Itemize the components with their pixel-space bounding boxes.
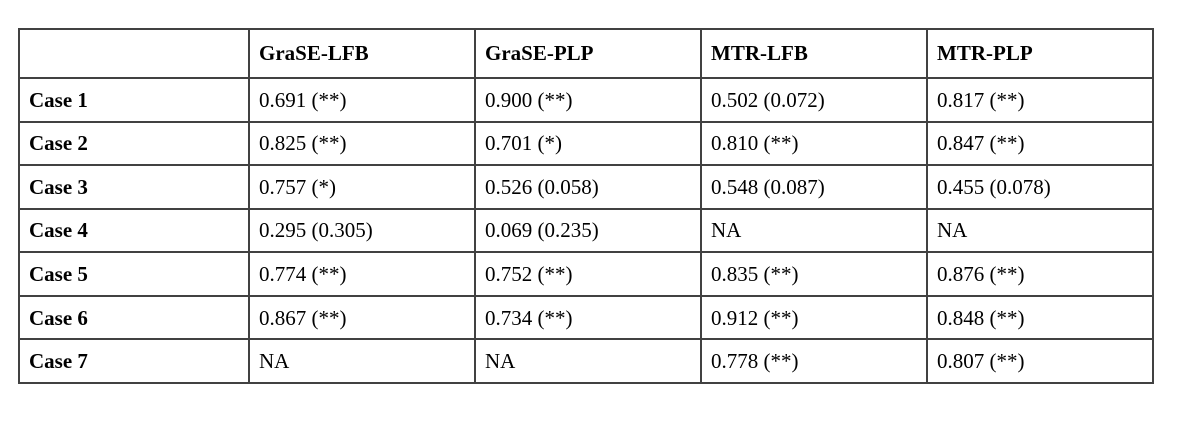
value-cell: 0.807 (**) [926, 338, 1154, 384]
value-cell: 0.847 (**) [926, 120, 1154, 167]
corner-cell [18, 28, 250, 79]
row-label: Case 6 [18, 294, 250, 341]
value-cell: NA [248, 338, 476, 384]
value-cell: 0.778 (**) [700, 338, 928, 384]
table-row: Case 5 0.774 (**) 0.752 (**) 0.835 (**) … [18, 251, 1154, 297]
results-table: GraSE-LFB GraSE-PLP MTR-LFB MTR-PLP Case… [18, 28, 1154, 384]
table-row: Case 1 0.691 (**) 0.900 (**) 0.502 (0.07… [18, 77, 1154, 123]
value-cell: 0.867 (**) [248, 294, 476, 341]
row-label: Case 3 [18, 164, 250, 210]
row-label: Case 4 [18, 207, 250, 254]
row-label: Case 1 [18, 77, 250, 123]
value-cell: NA [700, 207, 928, 254]
value-cell: 0.069 (0.235) [474, 207, 702, 254]
value-cell: 0.502 (0.072) [700, 77, 928, 123]
row-label: Case 5 [18, 251, 250, 297]
value-cell: 0.455 (0.078) [926, 164, 1154, 210]
value-cell: 0.912 (**) [700, 294, 928, 341]
column-header-mtr-lfb: MTR-LFB [700, 28, 928, 79]
value-cell: 0.825 (**) [248, 120, 476, 167]
column-header-grase-plp: GraSE-PLP [474, 28, 702, 79]
value-cell: 0.835 (**) [700, 251, 928, 297]
value-cell: 0.876 (**) [926, 251, 1154, 297]
value-cell: 0.817 (**) [926, 77, 1154, 123]
value-cell: 0.701 (*) [474, 120, 702, 167]
value-cell: 0.774 (**) [248, 251, 476, 297]
value-cell: 0.810 (**) [700, 120, 928, 167]
value-cell: 0.295 (0.305) [248, 207, 476, 254]
value-cell: 0.734 (**) [474, 294, 702, 341]
value-cell: NA [926, 207, 1154, 254]
column-header-mtr-plp: MTR-PLP [926, 28, 1154, 79]
value-cell: 0.548 (0.087) [700, 164, 928, 210]
table-row: Case 7 NA NA 0.778 (**) 0.807 (**) [18, 338, 1154, 384]
value-cell: 0.848 (**) [926, 294, 1154, 341]
value-cell: 0.757 (*) [248, 164, 476, 210]
table-row: Case 2 0.825 (**) 0.701 (*) 0.810 (**) 0… [18, 120, 1154, 167]
value-cell: 0.752 (**) [474, 251, 702, 297]
value-cell: 0.900 (**) [474, 77, 702, 123]
value-cell: 0.526 (0.058) [474, 164, 702, 210]
header-row: GraSE-LFB GraSE-PLP MTR-LFB MTR-PLP [18, 28, 1154, 79]
table-row: Case 6 0.867 (**) 0.734 (**) 0.912 (**) … [18, 294, 1154, 341]
value-cell: 0.691 (**) [248, 77, 476, 123]
row-label: Case 2 [18, 120, 250, 167]
row-label: Case 7 [18, 338, 250, 384]
table-row: Case 3 0.757 (*) 0.526 (0.058) 0.548 (0.… [18, 164, 1154, 210]
table-row: Case 4 0.295 (0.305) 0.069 (0.235) NA NA [18, 207, 1154, 254]
column-header-grase-lfb: GraSE-LFB [248, 28, 476, 79]
value-cell: NA [474, 338, 702, 384]
